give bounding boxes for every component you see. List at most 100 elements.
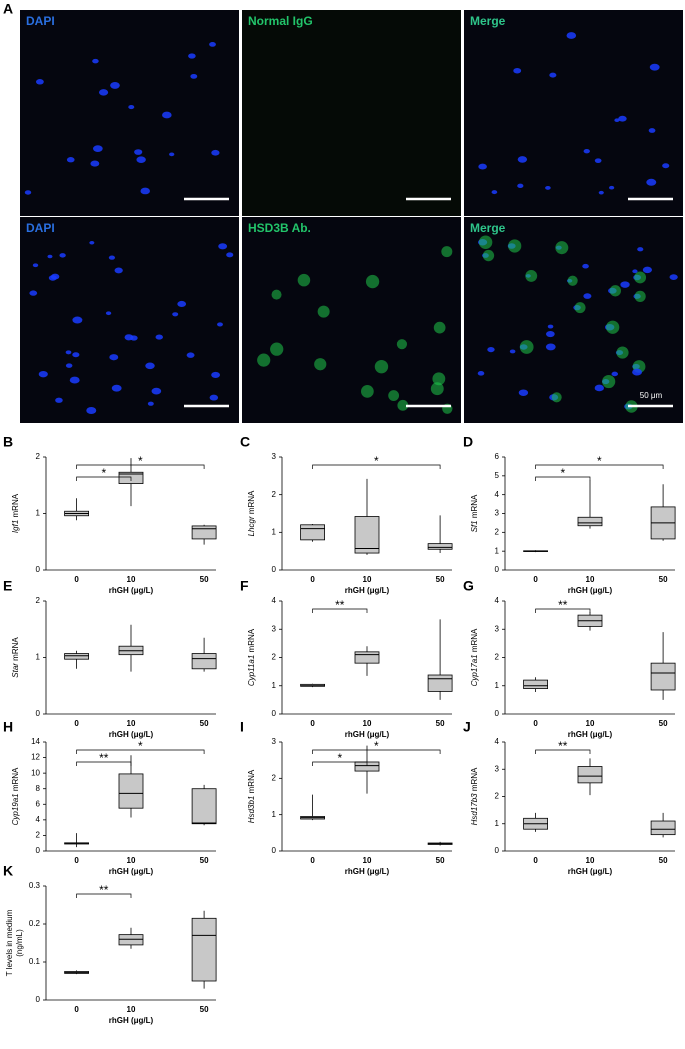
micrograph (20, 217, 239, 423)
stained-cell (365, 274, 380, 289)
y-tick-label: 3 (495, 764, 500, 773)
significance-label: * (374, 739, 379, 753)
stained-cell (609, 285, 621, 297)
nucleus (545, 185, 551, 190)
panel-letter: B (3, 434, 13, 450)
panel-letter: H (3, 719, 13, 735)
nucleus (598, 190, 604, 195)
nucleus (478, 163, 487, 170)
gene-name: Igf1 (11, 520, 20, 533)
significance-bracket (312, 464, 441, 469)
nucleus (642, 266, 653, 274)
box (427, 674, 453, 692)
y-label-unit: mRNA (470, 628, 479, 652)
x-axis-label: rhGH (μg/L) (345, 867, 390, 876)
y-label-unit: mRNA (470, 494, 479, 518)
x-tick-label: 50 (436, 856, 445, 865)
panel-letter: F (240, 578, 249, 594)
nucleus (566, 32, 577, 39)
x-tick-label: 50 (200, 575, 209, 584)
panel-letter: D (463, 434, 473, 450)
image-label: Merge (470, 14, 506, 28)
micrograph (464, 217, 683, 423)
y-tick-label: 4 (495, 596, 500, 605)
micrograph (242, 10, 461, 216)
y-tick-label: 4 (272, 596, 277, 605)
significance-bracket (312, 608, 368, 613)
nucleus (517, 183, 524, 188)
box (577, 516, 603, 527)
stained-cell (525, 269, 538, 282)
nucleus (218, 243, 228, 250)
x-tick-label: 50 (436, 719, 445, 728)
significance-label: * (560, 466, 565, 480)
x-tick-label: 10 (586, 856, 595, 865)
x-axis-label: rhGH (μg/L) (109, 586, 154, 595)
y-tick-label: 1 (495, 819, 500, 828)
stained-cell (555, 241, 569, 255)
box (191, 788, 217, 825)
box (577, 766, 603, 784)
x-tick-label: 10 (586, 575, 595, 584)
nucleus (637, 247, 644, 252)
gene-name: Hsd3b1 (247, 796, 256, 824)
nucleus (29, 290, 38, 296)
stained-cell (271, 289, 282, 300)
nucleus (609, 185, 615, 190)
nucleus (509, 349, 516, 354)
nucleus (98, 89, 109, 96)
nucleus (649, 63, 660, 71)
nucleus (32, 263, 39, 268)
significance-bracket (76, 893, 132, 898)
nucleus (211, 149, 220, 156)
y-tick-label: 5 (495, 471, 500, 480)
x-tick-label: 10 (127, 719, 136, 728)
y-tick-label: 0.1 (29, 957, 41, 966)
stained-cell (360, 385, 374, 398)
y-tick-label: 1 (495, 546, 500, 555)
nucleus (583, 148, 590, 154)
y-tick-label: 0 (495, 846, 500, 855)
y-axis-label: Cyp11a1 mRNA (247, 628, 256, 686)
y-tick-label: 0 (36, 846, 41, 855)
stained-cell (374, 359, 389, 374)
y-tick-label: 1 (36, 509, 41, 518)
y-tick-label: 3 (272, 452, 277, 461)
y-tick-label: 4 (36, 815, 41, 824)
x-tick-label: 10 (363, 575, 372, 584)
gene-name: Cyp17a1 (470, 654, 479, 686)
x-tick-label: 0 (533, 856, 538, 865)
y-tick-label: 2 (36, 596, 41, 605)
nucleus (24, 190, 32, 195)
x-tick-label: 0 (74, 575, 79, 584)
nucleus (211, 371, 220, 379)
stained-cell (519, 340, 534, 354)
box (191, 653, 217, 670)
micrograph (20, 10, 239, 216)
nucleus (130, 335, 138, 341)
y-tick-label: 4 (495, 737, 500, 746)
box (354, 651, 380, 664)
y-axis-label: (ng/mL) (15, 929, 24, 957)
significance-label: ** (335, 598, 345, 612)
x-axis-label: rhGH (μg/L) (568, 586, 613, 595)
image-label: HSD3B Ab. (248, 221, 311, 235)
stained-cell (397, 399, 409, 411)
nucleus (549, 72, 557, 78)
y-tick-label: 2 (272, 653, 277, 662)
significance-bracket (76, 464, 205, 469)
nucleus (93, 145, 103, 152)
x-tick-label: 0 (310, 575, 315, 584)
significance-label: ** (99, 751, 109, 765)
stained-cell (432, 372, 446, 386)
image-label: Normal IgG (248, 14, 313, 28)
y-tick-label: 8 (36, 784, 41, 793)
micrographs: DAPI Normal IgG Merge DAPI HSD3B Ab. Merge 50 … (20, 10, 683, 423)
nucleus (66, 157, 75, 163)
box (118, 773, 144, 809)
nucleus (114, 267, 123, 274)
significance-bracket (76, 749, 205, 754)
y-tick-label: 0.3 (29, 881, 41, 890)
